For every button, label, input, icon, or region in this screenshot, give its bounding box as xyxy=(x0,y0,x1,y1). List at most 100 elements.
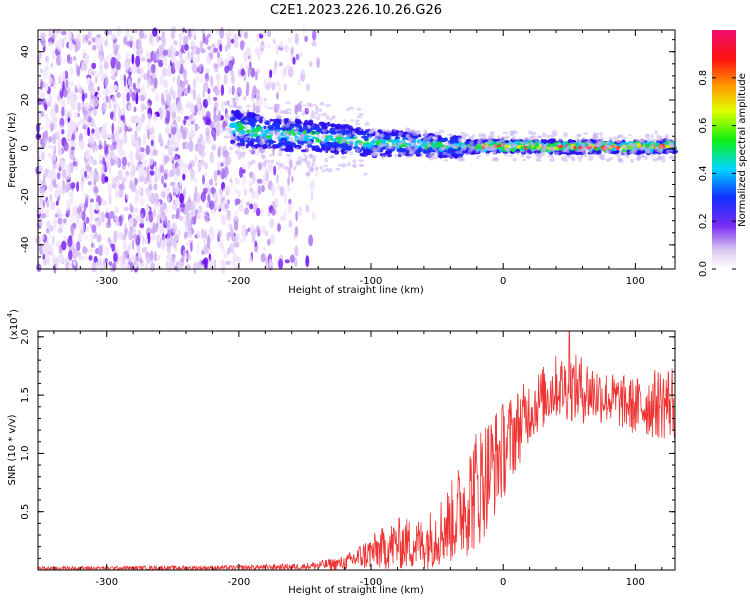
heatmap-cell xyxy=(48,229,52,239)
halo-cell xyxy=(468,143,474,148)
spectrogram-heatmap xyxy=(35,25,679,275)
halo-cell xyxy=(359,163,365,167)
heatmap-cell xyxy=(201,139,206,147)
heatmap-cell xyxy=(205,126,210,137)
halo-cell xyxy=(489,131,495,135)
heatmap-cell xyxy=(148,178,154,185)
heatmap-cell xyxy=(135,166,139,171)
heatmap-cell xyxy=(232,252,238,263)
ridge-cell xyxy=(364,129,370,134)
heatmap-cell xyxy=(160,214,165,223)
heatmap-cell xyxy=(135,87,141,94)
halo-cell xyxy=(371,128,377,131)
halo-cell xyxy=(269,130,274,136)
halo-cell xyxy=(668,149,673,152)
heatmap-cell xyxy=(53,123,57,130)
heatmap-cell xyxy=(81,210,86,222)
heatmap-cell xyxy=(49,36,54,43)
heatmap-cell xyxy=(121,156,127,167)
heatmap-cell xyxy=(39,243,43,256)
heatmap-cell xyxy=(272,38,276,44)
heatmap-cell xyxy=(69,119,74,130)
halo-cell xyxy=(354,123,361,126)
heatmap-cell xyxy=(133,114,139,123)
heatmap-cell xyxy=(209,121,214,130)
halo-cell xyxy=(587,157,594,161)
colorbar-tick-label: 0.4 xyxy=(698,165,709,181)
halo-cell xyxy=(539,153,543,157)
halo-cell xyxy=(543,144,548,147)
halo-cell xyxy=(301,158,308,162)
heatmap-cell xyxy=(163,54,168,67)
heatmap-cell xyxy=(231,249,235,254)
ridge-cell xyxy=(313,123,317,127)
halo-cell xyxy=(582,137,586,141)
heatmap-cell xyxy=(294,245,299,257)
heatmap-cell xyxy=(287,176,290,186)
heatmap-cell xyxy=(286,184,291,193)
heatmap-cell xyxy=(169,44,174,53)
halo-cell xyxy=(311,158,316,163)
halo-cell xyxy=(355,119,360,122)
snr-multiplier-exp: 4 xyxy=(6,312,14,317)
heatmap-cell xyxy=(115,188,119,199)
halo-cell xyxy=(634,143,638,148)
halo-cell xyxy=(289,138,295,143)
heatmap-cell xyxy=(40,68,43,74)
heatmap-cell xyxy=(86,164,91,173)
x-tick-label: -200 xyxy=(228,577,251,588)
heatmap-cell xyxy=(176,100,182,111)
heatmap-cell xyxy=(73,111,77,119)
heatmap-cell xyxy=(200,28,206,35)
heatmap-cell xyxy=(246,201,250,207)
heatmap-cell xyxy=(242,236,247,242)
heatmap-cell xyxy=(160,74,164,82)
halo-cell xyxy=(278,148,284,153)
heatmap-cell xyxy=(36,145,42,155)
heatmap-cell xyxy=(138,93,145,102)
halo-cell xyxy=(359,128,363,132)
ridge-cell xyxy=(312,131,316,134)
heatmap-cell xyxy=(271,184,276,196)
heatmap-cell xyxy=(111,68,115,76)
heatmap-cell xyxy=(70,225,75,238)
halo-cell xyxy=(339,141,343,144)
heatmap-cell xyxy=(189,200,194,211)
heatmap-cell xyxy=(249,203,254,210)
heatmap-cell xyxy=(99,36,104,45)
heatmap-cell xyxy=(172,140,177,151)
halo-cell xyxy=(302,104,307,107)
halo-cell xyxy=(476,154,482,157)
halo-cell xyxy=(446,143,452,147)
heatmap-cell xyxy=(203,172,207,177)
heatmap-cell xyxy=(114,215,118,222)
heatmap-cell xyxy=(134,139,139,151)
halo-cell xyxy=(253,131,259,134)
heatmap-cell xyxy=(170,134,176,143)
heatmap-cell xyxy=(174,233,180,242)
heatmap-cell xyxy=(188,254,192,261)
heatmap-cell xyxy=(55,241,61,248)
heatmap-cell xyxy=(153,161,157,167)
halo-cell xyxy=(235,105,242,110)
heatmap-cell xyxy=(184,88,188,95)
halo-cell xyxy=(347,162,351,167)
halo-cell xyxy=(326,114,330,120)
heatmap-cell xyxy=(172,110,176,120)
halo-cell xyxy=(334,129,339,132)
halo-cell xyxy=(614,140,621,143)
heatmap-cell xyxy=(94,35,99,47)
heatmap-cell xyxy=(129,180,134,190)
heatmap-cell xyxy=(90,212,94,222)
heatmap-cell xyxy=(251,188,255,199)
heatmap-cell xyxy=(133,106,137,113)
heatmap-cell xyxy=(250,67,256,78)
heatmap-cell xyxy=(281,68,286,80)
heatmap-cell xyxy=(227,100,230,106)
ridge-cell xyxy=(329,124,336,127)
heatmap-cell xyxy=(111,182,117,189)
heatmap-cell xyxy=(104,76,109,87)
heatmap-cell xyxy=(243,31,248,39)
x-tick-label: -300 xyxy=(95,577,118,588)
heatmap-cell xyxy=(46,249,50,258)
